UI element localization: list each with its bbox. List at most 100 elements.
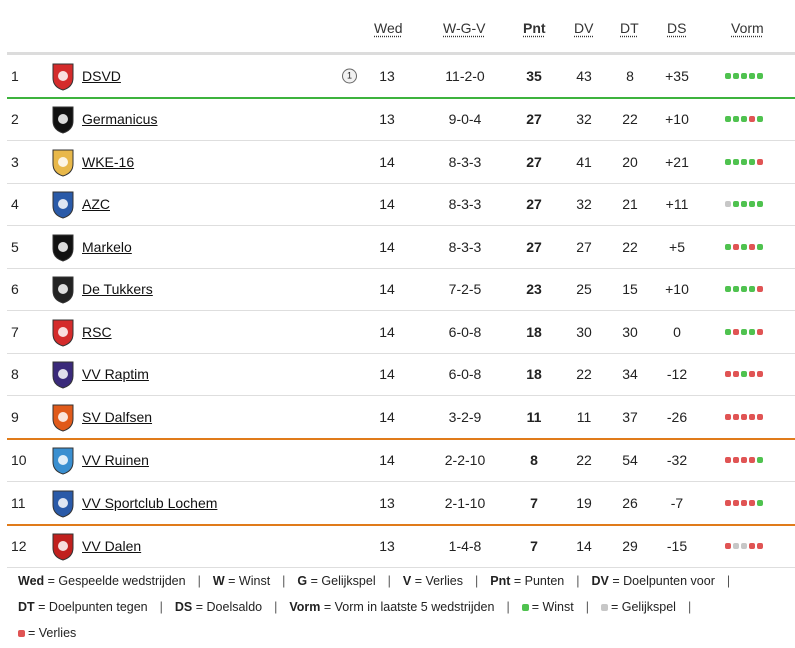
form-dot-icon[interactable]: [725, 543, 731, 550]
form-dot-icon[interactable]: [757, 243, 763, 250]
form-dot-icon[interactable]: [725, 201, 731, 208]
form-dot-icon[interactable]: [725, 371, 731, 378]
team-link[interactable]: Markelo: [82, 238, 132, 255]
team-link[interactable]: VV Dalen: [82, 538, 142, 555]
team-logo-icon[interactable]: [47, 231, 79, 263]
table-row: 8 VV Raptim 14 6-0-8 18 22 34 -12: [7, 354, 795, 396]
team-link[interactable]: VV Ruinen: [82, 452, 149, 469]
form-dot-icon[interactable]: [757, 371, 763, 378]
col-header-ds[interactable]: DS: [667, 20, 687, 36]
form-dot-icon[interactable]: [725, 243, 731, 250]
legend-text: = Winst: [228, 574, 271, 588]
team-logo-icon[interactable]: [47, 444, 79, 476]
team-logo-icon[interactable]: [47, 401, 79, 433]
team-logo-icon[interactable]: [47, 146, 79, 178]
form-dot-icon[interactable]: [741, 457, 747, 464]
form-dot-icon[interactable]: [733, 158, 739, 165]
form-dot-icon[interactable]: [725, 413, 731, 420]
form-dot-icon[interactable]: [725, 328, 731, 335]
form-dot-icon[interactable]: [749, 371, 755, 378]
goals-against-cell: 15: [622, 281, 638, 298]
form-dot-icon[interactable]: [749, 457, 755, 464]
form-dot-icon[interactable]: [725, 116, 731, 123]
position-cell: 2: [11, 111, 19, 128]
col-header-dt[interactable]: DT: [620, 20, 639, 36]
team-logo-icon[interactable]: [47, 103, 79, 135]
form-dot-icon[interactable]: [725, 286, 731, 293]
team-link[interactable]: DSVD: [82, 67, 121, 84]
form-dot-icon[interactable]: [733, 72, 739, 79]
form-dot-icon[interactable]: [733, 328, 739, 335]
form-dot-icon[interactable]: [741, 413, 747, 420]
team-link[interactable]: VV Raptim: [82, 366, 149, 383]
form-dot-icon[interactable]: [749, 201, 755, 208]
form-dot-icon[interactable]: [725, 499, 731, 506]
form-dot-icon[interactable]: [749, 286, 755, 293]
form-dot-icon[interactable]: [741, 499, 747, 506]
form-dot-icon[interactable]: [741, 371, 747, 378]
col-header-wgv[interactable]: W-G-V: [443, 20, 486, 36]
form-dot-icon[interactable]: [733, 543, 739, 550]
form-dot-icon[interactable]: [741, 116, 747, 123]
form-dot-icon[interactable]: [757, 543, 763, 550]
team-link[interactable]: De Tukkers: [82, 281, 153, 298]
form-dot-icon[interactable]: [741, 286, 747, 293]
team-link[interactable]: SV Dalfsen: [82, 408, 153, 425]
form-dot-icon[interactable]: [749, 243, 755, 250]
form-dot-icon[interactable]: [741, 543, 747, 550]
team-logo-icon[interactable]: [47, 273, 79, 305]
form-dot-icon[interactable]: [757, 499, 763, 506]
form-dot-icon[interactable]: [733, 499, 739, 506]
form-dot-icon[interactable]: [749, 328, 755, 335]
form-dot-icon[interactable]: [757, 413, 763, 420]
form-dot-icon[interactable]: [749, 116, 755, 123]
form-dot-icon[interactable]: [757, 116, 763, 123]
form-dot-icon[interactable]: [749, 413, 755, 420]
col-header-vorm[interactable]: Vorm: [731, 20, 764, 36]
col-header-wed[interactable]: Wed: [374, 20, 403, 36]
form-dot-icon[interactable]: [749, 158, 755, 165]
team-link[interactable]: VV Sportclub Lochem: [82, 494, 218, 511]
goal-diff-cell: 0: [673, 323, 681, 340]
form-dot-icon[interactable]: [749, 499, 755, 506]
form-dot-icon[interactable]: [733, 201, 739, 208]
form-dot-icon[interactable]: [733, 116, 739, 123]
team-logo-icon[interactable]: [47, 487, 79, 519]
form-dot-icon[interactable]: [725, 72, 731, 79]
form-dot-icon[interactable]: [757, 286, 763, 293]
form-dot-icon[interactable]: [757, 328, 763, 335]
form-dot-icon[interactable]: [733, 243, 739, 250]
team-logo-icon[interactable]: [47, 60, 79, 92]
team-logo-icon[interactable]: [47, 358, 79, 390]
form-dot-icon[interactable]: [741, 243, 747, 250]
form-dot-icon[interactable]: [733, 457, 739, 464]
form-dot-icon[interactable]: [749, 543, 755, 550]
form-dot-icon[interactable]: [725, 158, 731, 165]
team-logo-icon[interactable]: [47, 316, 79, 348]
form-dot-icon[interactable]: [749, 72, 755, 79]
team-link[interactable]: Germanicus: [82, 111, 158, 128]
team-link[interactable]: RSC: [82, 323, 112, 340]
team-link[interactable]: WKE-16: [82, 153, 135, 170]
team-link[interactable]: AZC: [82, 196, 110, 213]
form-dot-icon[interactable]: [757, 457, 763, 464]
points-cell: 27: [526, 111, 542, 128]
team-logo-icon[interactable]: [47, 530, 79, 562]
form-dot-icon[interactable]: [733, 413, 739, 420]
col-header-dv[interactable]: DV: [574, 20, 594, 36]
form-dot-icon[interactable]: [757, 72, 763, 79]
team-logo-icon[interactable]: [47, 188, 79, 220]
form-indicator: [725, 328, 763, 335]
form-dot-icon[interactable]: [725, 457, 731, 464]
goals-against-cell: 30: [622, 323, 638, 340]
form-dot-icon[interactable]: [757, 158, 763, 165]
form-dot-icon[interactable]: [741, 158, 747, 165]
table-row: 2 Germanicus 13 9-0-4 27 32 22 +10: [7, 99, 795, 141]
form-dot-icon[interactable]: [757, 201, 763, 208]
form-dot-icon[interactable]: [733, 371, 739, 378]
col-header-pnt[interactable]: Pnt: [523, 20, 546, 36]
form-dot-icon[interactable]: [741, 328, 747, 335]
form-dot-icon[interactable]: [741, 201, 747, 208]
form-dot-icon[interactable]: [733, 286, 739, 293]
form-dot-icon[interactable]: [741, 72, 747, 79]
